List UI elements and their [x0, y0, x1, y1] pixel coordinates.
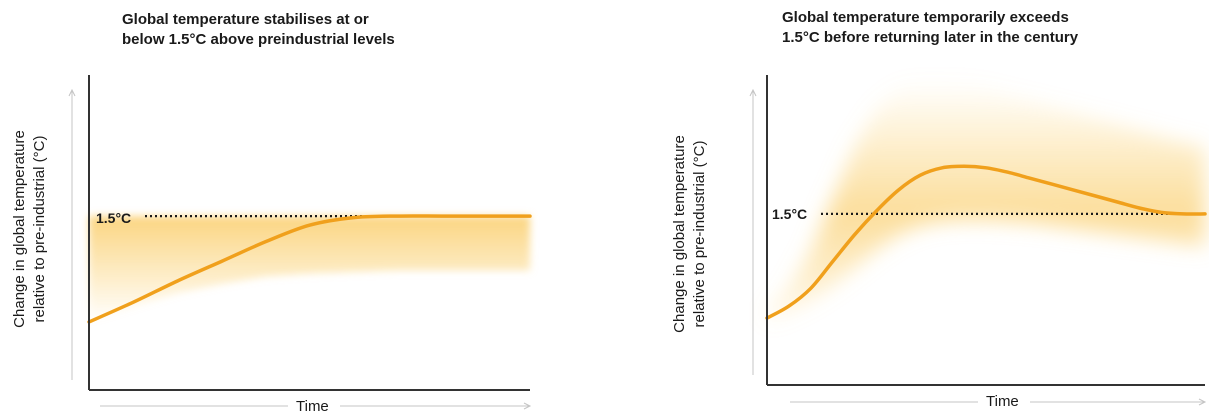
y-axis-label-line-2: relative to pre-industrial (°C) [31, 135, 48, 323]
temperature-line [87, 214, 532, 324]
chart-panel-overshoot: Global temperature temporarily exceeds 1… [660, 0, 1209, 419]
threshold-label: 1.5°C [772, 206, 808, 222]
chart-title-line-1: Global temperature temporarily exceeds [782, 9, 1069, 26]
chart-panel-stabilise: Global temperature stabilises at or belo… [0, 0, 560, 419]
y-guide-arrowhead [749, 88, 757, 97]
y-axis-label-line-2: relative to pre-industrial (°C) [691, 140, 708, 328]
temperature-line [765, 164, 1207, 320]
x-axis-label: Time [292, 398, 333, 415]
chart-title: Global temperature temporarily exceeds 1… [782, 8, 1078, 48]
x-guide-arrowhead [1198, 398, 1207, 406]
y-guide-arrowhead [68, 88, 76, 97]
y-axis-label: Change in global temperature relative to… [670, 84, 714, 384]
x-guide-arrowhead [523, 402, 532, 410]
threshold-label: 1.5°C [96, 210, 132, 226]
chart-title: Global temperature stabilises at or belo… [122, 10, 395, 50]
x-axis-label: Time [982, 393, 1023, 410]
y-axis-label-line-1: Change in global temperature [11, 130, 28, 328]
plot-area-overshoot [749, 75, 1207, 406]
chart-title-line-2: 1.5°C before returning later in the cent… [782, 29, 1079, 46]
y-axis-label-line-1: Change in global temperature [671, 135, 688, 333]
chart-title-line-1: Global temperature stabilises at or [122, 11, 369, 28]
plot-area-stabilise [68, 75, 532, 410]
chart-title-line-2: below 1.5°C above preindustrial levels [122, 31, 395, 48]
y-axis-label: Change in global temperature relative to… [10, 79, 54, 379]
uncertainty-band [767, 80, 1205, 321]
uncertainty-band [89, 216, 530, 322]
